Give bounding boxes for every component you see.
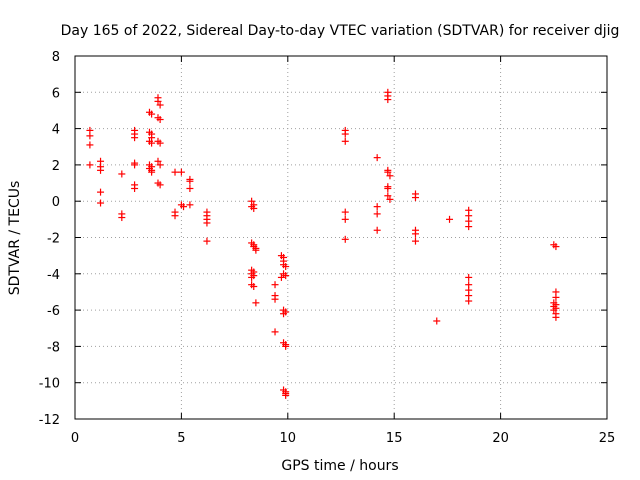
data-point	[465, 297, 473, 305]
data-point	[341, 130, 349, 138]
data-point	[271, 295, 279, 303]
x-tick-label: 0	[71, 431, 79, 446]
data-point	[373, 203, 381, 211]
data-point	[341, 208, 349, 216]
data-point	[148, 139, 156, 147]
data-point	[186, 201, 194, 209]
chart-title: Day 165 of 2022, Sidereal Day-to-day VTE…	[61, 23, 620, 39]
data-point	[131, 184, 139, 192]
data-point	[154, 157, 162, 165]
data-point	[282, 342, 290, 350]
data-point	[341, 137, 349, 145]
y-tick-label: -4	[47, 268, 60, 283]
data-point	[282, 272, 290, 280]
data-point	[97, 166, 105, 174]
data-point	[341, 235, 349, 243]
data-point	[252, 299, 260, 307]
data-point	[433, 317, 441, 325]
x-tick-label: 5	[177, 431, 185, 446]
data-point	[552, 293, 560, 301]
grid	[75, 56, 607, 419]
y-tick-label: -2	[47, 232, 60, 247]
data-point	[131, 161, 139, 169]
data-point	[271, 328, 279, 336]
data-point	[386, 172, 394, 180]
data-point	[248, 273, 256, 281]
y-tick-label: -12	[39, 413, 60, 428]
data-point	[97, 199, 105, 207]
data-point	[465, 273, 473, 281]
data-point	[156, 116, 164, 124]
data-point	[384, 184, 392, 192]
data-point	[250, 204, 258, 212]
y-tick-label: 4	[52, 123, 60, 138]
data-point	[156, 139, 164, 147]
data-point	[86, 132, 94, 140]
data-point	[252, 246, 260, 254]
data-point	[250, 283, 258, 291]
data-point	[550, 306, 558, 314]
data-point	[118, 170, 126, 178]
y-tick-label: 2	[52, 159, 60, 174]
data-point	[180, 203, 188, 211]
data-point	[277, 273, 285, 281]
data-point	[203, 237, 211, 245]
data-point	[384, 96, 392, 104]
data-point	[86, 141, 94, 149]
data-point	[341, 215, 349, 223]
data-point	[156, 181, 164, 189]
data-point	[131, 134, 139, 142]
data-point	[156, 161, 164, 169]
data-point	[384, 192, 392, 200]
x-axis-title: GPS time / hours	[281, 458, 398, 474]
data-point	[282, 391, 290, 399]
axis-ticks: 0 5 10 15 20 25 -12 -10 -8 -6 -4 -2 0 2 4 6 8	[39, 50, 616, 446]
data-point	[97, 188, 105, 196]
data-point	[384, 168, 392, 176]
data-point	[373, 226, 381, 234]
data-points	[86, 88, 560, 399]
data-point	[118, 214, 126, 222]
x-tick-label: 20	[492, 431, 509, 446]
data-point	[186, 177, 194, 185]
data-point	[271, 281, 279, 289]
x-tick-label: 10	[280, 431, 297, 446]
y-tick-label: -6	[47, 304, 60, 319]
data-point	[171, 212, 179, 220]
y-tick-label: 6	[52, 86, 60, 101]
x-tick-label: 25	[599, 431, 616, 446]
data-point	[552, 243, 560, 251]
data-point	[280, 310, 288, 318]
data-point	[552, 313, 560, 321]
data-point	[446, 215, 454, 223]
data-point	[373, 154, 381, 162]
x-tick-label: 15	[386, 431, 403, 446]
y-tick-label: 0	[52, 195, 60, 210]
y-axis-title: SDTVAR / TECUs	[7, 181, 23, 296]
data-point	[373, 210, 381, 218]
data-point	[171, 168, 179, 176]
data-point	[386, 195, 394, 203]
data-point	[203, 219, 211, 227]
y-tick-label: -10	[39, 377, 60, 392]
data-point	[411, 230, 419, 238]
data-point	[148, 110, 156, 118]
data-point	[186, 184, 194, 192]
data-point	[86, 161, 94, 169]
y-tick-label: 8	[52, 50, 60, 65]
y-tick-label: -8	[47, 340, 60, 355]
data-point	[148, 168, 156, 176]
data-point	[411, 237, 419, 245]
data-point	[154, 97, 162, 105]
data-point	[282, 263, 290, 271]
data-point	[411, 194, 419, 202]
data-point	[156, 101, 164, 109]
data-point	[465, 223, 473, 231]
data-point	[177, 168, 185, 176]
